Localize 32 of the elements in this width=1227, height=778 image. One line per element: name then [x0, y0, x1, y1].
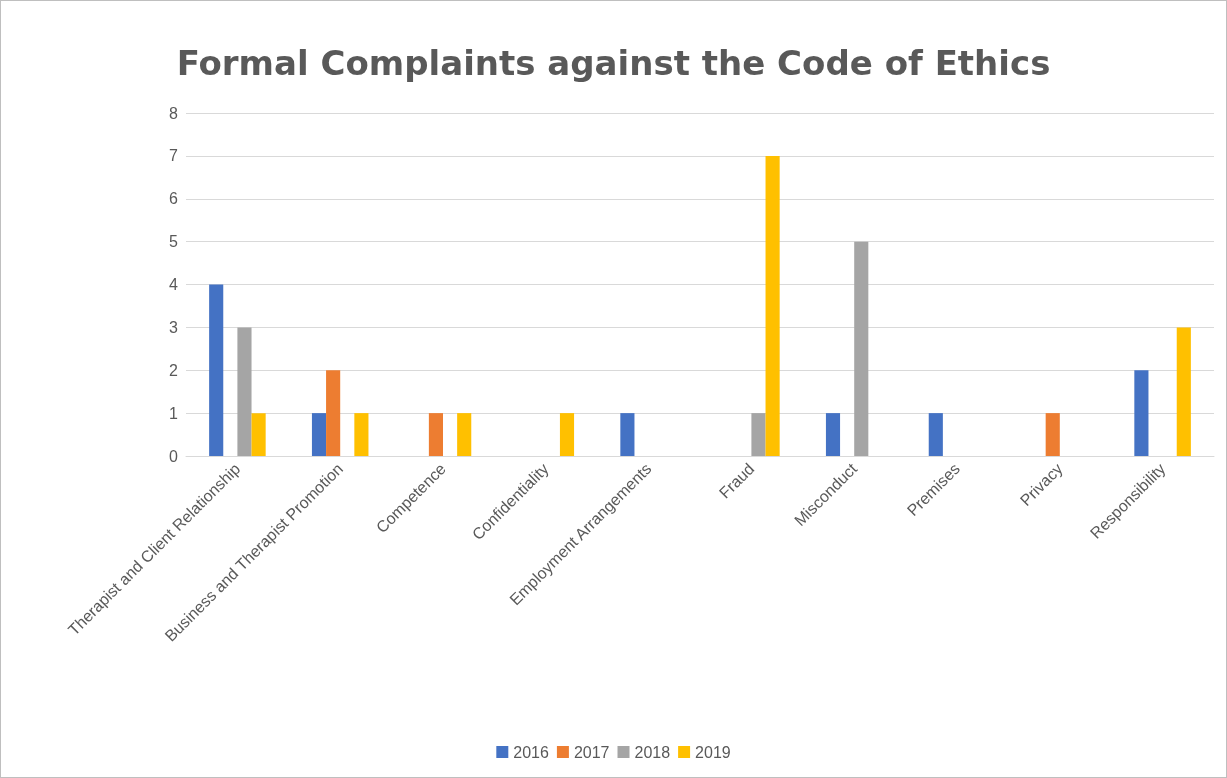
- chart-title: Formal Complaints against the Code of Ethics: [176, 43, 1051, 83]
- y-tick-label: 4: [169, 276, 179, 293]
- legend-label: 2016: [513, 743, 550, 761]
- legend-label: 2019: [695, 743, 731, 761]
- bar: [751, 413, 766, 456]
- y-tick-label: 1: [169, 404, 179, 422]
- bar: [765, 155, 780, 456]
- y-tick-label: 6: [169, 190, 179, 208]
- bar: [559, 413, 575, 456]
- bar: [311, 413, 327, 456]
- bar: [326, 370, 341, 456]
- legend-label: 2017: [573, 743, 610, 761]
- bar: [209, 284, 224, 456]
- y-tick-label: 5: [169, 233, 179, 251]
- y-tick-label: 2: [169, 361, 179, 379]
- bar: [251, 413, 266, 456]
- bar: [825, 413, 841, 456]
- y-tick-label: 3: [169, 318, 179, 336]
- bar: [928, 413, 943, 456]
- y-tick-label: 7: [169, 147, 179, 165]
- y-tick-label: 0: [169, 447, 179, 465]
- bar: [354, 413, 369, 456]
- bar: [620, 413, 635, 456]
- bar: [1134, 370, 1149, 456]
- bar: [428, 413, 443, 456]
- legend-label: 2018: [634, 743, 671, 761]
- bar: [854, 241, 869, 456]
- bar: [1176, 327, 1191, 456]
- bar: [1045, 413, 1060, 456]
- bar: [237, 327, 252, 456]
- bar: [457, 413, 472, 456]
- y-tick-label: 8: [169, 104, 179, 122]
